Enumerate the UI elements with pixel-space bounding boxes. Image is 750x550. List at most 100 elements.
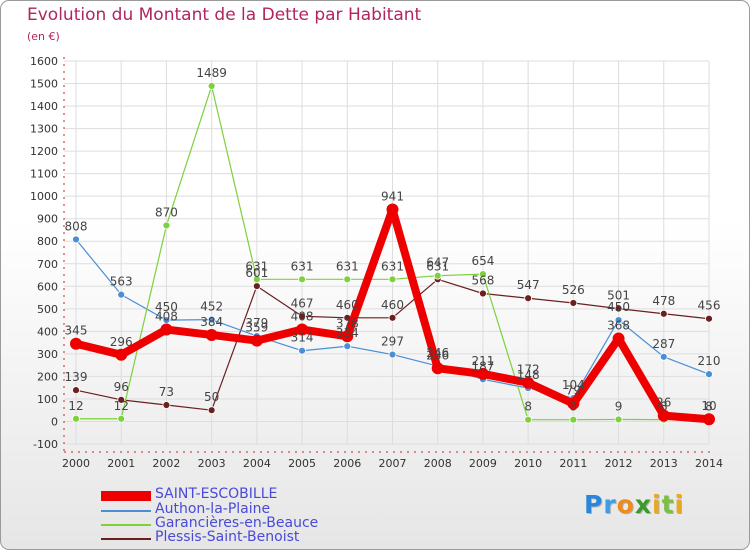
data-label: 314 — [291, 331, 314, 345]
y-tick-label: 400 — [37, 325, 58, 338]
data-point — [207, 82, 216, 90]
data-label: 210 — [698, 354, 721, 368]
data-label: 870 — [155, 205, 178, 219]
data-point — [343, 342, 352, 351]
y-tick-label: 1200 — [30, 145, 58, 158]
data-label: 526 — [562, 283, 585, 297]
legend-swatch — [101, 491, 151, 501]
y-tick-label: 200 — [37, 370, 58, 383]
x-tick-label: 2006 — [333, 457, 361, 470]
data-point — [388, 350, 397, 359]
data-point — [162, 221, 171, 230]
data-label: 647 — [426, 256, 449, 270]
data-point — [569, 299, 578, 307]
data-label: 368 — [607, 319, 630, 333]
data-label: 452 — [200, 300, 223, 314]
y-tick-label: 1100 — [30, 168, 58, 181]
data-label: 601 — [245, 266, 268, 280]
data-point — [72, 235, 80, 244]
data-label: 460 — [336, 298, 359, 312]
data-label: 631 — [381, 259, 404, 273]
logo-letter: i — [652, 490, 662, 519]
data-label: 287 — [652, 337, 675, 351]
y-tick-label: 1500 — [30, 78, 58, 91]
logo-letter: x — [634, 490, 652, 519]
data-label: 941 — [381, 189, 404, 203]
data-label: 50 — [204, 390, 219, 404]
data-label: 568 — [471, 274, 494, 288]
data-label: 8 — [524, 400, 532, 414]
data-point — [524, 294, 533, 303]
x-tick-label: 2002 — [152, 457, 180, 470]
data-point — [386, 203, 399, 216]
y-tick-label: 1600 — [30, 55, 58, 68]
chart-title: Evolution du Montant de la Dette par Hab… — [27, 5, 422, 25]
logo-letter: o — [616, 490, 635, 519]
data-point — [70, 337, 82, 350]
data-point — [296, 323, 309, 336]
y-tick-label: 100 — [37, 393, 58, 406]
data-point — [252, 275, 261, 284]
data-point — [341, 330, 354, 343]
data-point — [614, 415, 623, 424]
x-tick-label: 2008 — [424, 457, 452, 470]
data-point — [703, 413, 715, 426]
logo-letter: i — [674, 490, 685, 519]
data-label: 631 — [336, 259, 359, 273]
data-point — [298, 275, 306, 284]
data-point — [431, 362, 444, 375]
x-tick-label: 2003 — [198, 457, 226, 470]
data-label: 563 — [110, 275, 133, 289]
data-label: 8 — [660, 400, 668, 414]
data-point — [476, 367, 489, 380]
data-label: 1489 — [196, 66, 227, 80]
data-label: 460 — [381, 298, 404, 312]
data-point — [207, 315, 216, 324]
data-label: 12 — [114, 399, 129, 413]
data-point — [117, 414, 126, 423]
y-tick-label: 1400 — [30, 100, 58, 113]
legend-swatch — [101, 524, 151, 526]
data-point — [569, 415, 578, 424]
data-point — [567, 397, 580, 410]
data-label: 654 — [471, 254, 494, 268]
y-tick-label: 800 — [37, 235, 58, 248]
data-point — [522, 376, 535, 389]
data-point — [612, 332, 625, 345]
legend-swatch — [101, 510, 151, 512]
y-tick-label: 600 — [37, 280, 58, 293]
data-point — [705, 370, 713, 379]
x-tick-label: 2011 — [559, 457, 587, 470]
data-point — [252, 282, 261, 290]
x-tick-label: 2012 — [605, 457, 633, 470]
data-label: 8 — [570, 400, 578, 414]
data-label: 359 — [245, 321, 268, 335]
x-tick-label: 2013 — [650, 457, 678, 470]
data-label: 408 — [155, 310, 178, 324]
x-tick-label: 2005 — [288, 457, 316, 470]
data-label: 345 — [65, 324, 88, 338]
data-point — [659, 352, 668, 361]
data-point — [115, 348, 128, 361]
data-point — [205, 328, 218, 341]
data-label: 187 — [471, 359, 494, 373]
x-tick-label: 2010 — [514, 457, 542, 470]
data-label: 450 — [607, 300, 630, 314]
x-tick-label: 2009 — [469, 457, 497, 470]
data-point — [72, 386, 80, 395]
data-label: 467 — [291, 296, 314, 310]
data-point — [479, 289, 487, 298]
x-tick-label: 2001 — [107, 457, 135, 470]
data-label: 148 — [517, 368, 540, 382]
data-point — [614, 304, 623, 313]
x-tick-label: 2007 — [379, 457, 407, 470]
data-point — [160, 323, 173, 336]
data-point — [250, 334, 263, 347]
data-label: 450 — [155, 300, 178, 314]
data-label: 26 — [656, 396, 671, 410]
data-point — [614, 316, 623, 324]
data-label: 378 — [336, 316, 359, 330]
data-point — [298, 346, 306, 355]
logo-letter: t — [661, 490, 675, 519]
